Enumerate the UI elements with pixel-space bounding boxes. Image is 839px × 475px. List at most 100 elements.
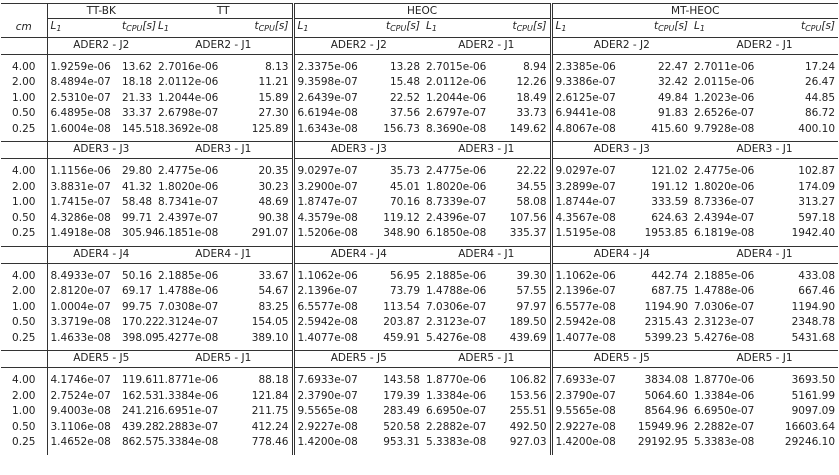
l1-error: 2.7016e-06 — [158, 60, 219, 73]
symbol: L — [694, 20, 700, 32]
l1-error: 4.3567e-08 — [549, 210, 634, 226]
cpu-time: 291.07 — [251, 227, 289, 239]
cpu-time: 102.87 — [798, 165, 836, 177]
l1-error: 2.6798e-07 — [158, 107, 219, 119]
cpu-time: 778.46 — [251, 436, 289, 448]
symbol: t — [254, 20, 259, 32]
cpu-time: 153.56 — [509, 389, 547, 402]
cpu-time: 58.48 — [122, 196, 153, 208]
l1-error: 1.3384e-06 — [694, 389, 755, 402]
empty-cell — [1, 350, 47, 368]
l1-error: 4.3286e-08 — [46, 210, 119, 226]
data-row: 0.25 1.6004e-08 145.51 8.3692e-08 125.89 1.63… — [1, 121, 838, 142]
scheme-label: ADER4 - J4 — [46, 245, 155, 264]
cm-value: 1.00 — [12, 91, 36, 104]
l1-error: 8.4933e-07 — [46, 263, 119, 284]
column-header: L1 — [291, 18, 375, 38]
l1-error: 1.8020e-06 — [426, 180, 487, 193]
l1-error: 2.0112e-06 — [426, 76, 487, 88]
l1-error: 7.0308e-07 — [158, 300, 219, 313]
l1-error: 2.3375e-06 — [291, 54, 375, 75]
cpu-time: 18.18 — [122, 76, 153, 88]
data-row: 4.00 1.1156e-06 29.80 2.4775e-06 20.35 9.0297… — [1, 158, 838, 180]
cpu-time: 48.69 — [258, 196, 289, 208]
cpu-time: 348.90 — [383, 227, 420, 239]
cpu-time: 33.37 — [122, 107, 153, 119]
cpu-time: 69.17 — [122, 285, 153, 297]
cpu-time: 44.85 — [804, 91, 836, 104]
l1-error: 1.8020e-06 — [158, 180, 219, 193]
cpu-time: 56.95 — [389, 269, 420, 282]
data-row: 0.25 1.4918e-08 305.94 6.1851e-08 291.07 1.52… — [1, 226, 838, 246]
l1-error: 5.3383e-08 — [694, 436, 755, 448]
l1-error: 6.9441e-08 — [549, 106, 634, 122]
l1-error: 1.8770e-06 — [426, 374, 487, 386]
scheme-label: ADER4 - J4 — [549, 245, 692, 264]
unit: [s] — [532, 20, 547, 32]
results-table: TT-BK TT HEOC MT-HEOC cm L1 tCPU[s] L1 tCPU[s] L1… — [1, 3, 839, 455]
l1-error: 8.3692e-08 — [158, 122, 219, 135]
cpu-time: 2348.78 — [791, 316, 836, 328]
cm-value: 2.00 — [12, 389, 36, 402]
cpu-time: 27.30 — [258, 107, 289, 119]
data-row: 0.50 4.3286e-08 99.71 2.4397e-07 90.38 4.3579… — [1, 210, 838, 226]
l1-error: 5.4277e-08 — [158, 331, 219, 344]
l1-error: 9.4003e-08 — [46, 404, 119, 420]
data-row: 1.00 2.5310e-07 21.33 1.2044e-06 15.89 2.6439… — [1, 90, 838, 106]
data-row: 0.50 3.3719e-08 170.22 2.3124e-07 154.05 2.59… — [1, 315, 838, 331]
symbol: t — [122, 20, 127, 32]
l1-error: 6.5577e-08 — [549, 299, 634, 315]
symbol: t — [385, 20, 391, 32]
cpu-time: 156.73 — [383, 122, 420, 135]
symbol: L — [426, 20, 432, 32]
data-row: 4.00 4.1746e-07 119.61 1.8771e-06 88.18 7.693… — [1, 367, 838, 389]
l1-error: 1.2044e-06 — [426, 91, 487, 104]
unit: [s] — [821, 20, 836, 32]
l1-error: 1.4788e-06 — [694, 285, 755, 297]
scheme-label: ADER5 - J1 — [155, 350, 293, 368]
cm-value: 0.50 — [12, 316, 36, 328]
scheme-label: ADER5 - J5 — [46, 350, 155, 368]
data-row: 2.00 8.4894e-07 18.18 2.0112e-06 11.21 9.3598… — [1, 75, 838, 91]
subscript: CPU — [805, 24, 822, 33]
cpu-time: 433.08 — [798, 269, 836, 282]
cpu-time: 22.22 — [516, 165, 547, 177]
cpu-time: 597.18 — [798, 211, 836, 224]
group-header: MT-HEOC — [549, 3, 839, 19]
subscript: CPU — [126, 24, 143, 33]
l1-error: 1.2023e-06 — [694, 91, 755, 104]
l1-error: 1.1062e-06 — [549, 263, 634, 284]
l1-error: 2.1885e-06 — [694, 269, 755, 282]
cpu-time: 29246.10 — [784, 436, 836, 448]
l1-error: 2.2882e-07 — [694, 420, 755, 433]
l1-error: 1.4200e-08 — [549, 435, 634, 455]
cpu-time: 91.83 — [657, 107, 689, 119]
cm-value: 0.25 — [12, 436, 36, 448]
l1-error: 2.2883e-07 — [158, 420, 219, 433]
l1-error: 2.5942e-08 — [549, 315, 634, 331]
cpu-time: 49.84 — [657, 91, 689, 104]
data-row: 4.00 1.9259e-06 13.62 2.7016e-06 8.13 2.3375e… — [1, 54, 838, 75]
cpu-time: 154.05 — [251, 316, 289, 328]
l1-error: 2.6439e-07 — [291, 90, 375, 106]
cpu-time: 88.18 — [258, 374, 289, 386]
cpu-time: 492.50 — [509, 420, 547, 433]
scheme-label: ADER5 - J1 — [691, 350, 839, 368]
l1-error: 9.0297e-07 — [291, 158, 375, 180]
l1-error: 3.1106e-08 — [46, 419, 119, 435]
l1-error: 1.1156e-06 — [46, 158, 119, 180]
scheme-label: ADER2 - J2 — [291, 36, 423, 55]
cpu-time: 1194.90 — [644, 300, 689, 313]
cpu-time: 5161.99 — [791, 389, 836, 402]
cpu-time: 73.79 — [389, 285, 420, 297]
cm-value: 0.50 — [12, 211, 36, 224]
l1-error: 1.1062e-06 — [291, 263, 375, 284]
block-header: ADER3 - J3 ADER3 - J1 ADER3 - J3 ADER3 - J1… — [1, 141, 839, 159]
l1-error: 1.8771e-06 — [158, 374, 219, 386]
symbol: L — [297, 20, 304, 32]
l1-error: 2.6526e-07 — [694, 107, 755, 119]
cpu-time: 90.38 — [258, 211, 289, 224]
cpu-time: 687.75 — [651, 285, 689, 297]
l1-error: 4.3579e-08 — [291, 210, 375, 226]
l1-error: 1.8020e-06 — [694, 180, 755, 193]
